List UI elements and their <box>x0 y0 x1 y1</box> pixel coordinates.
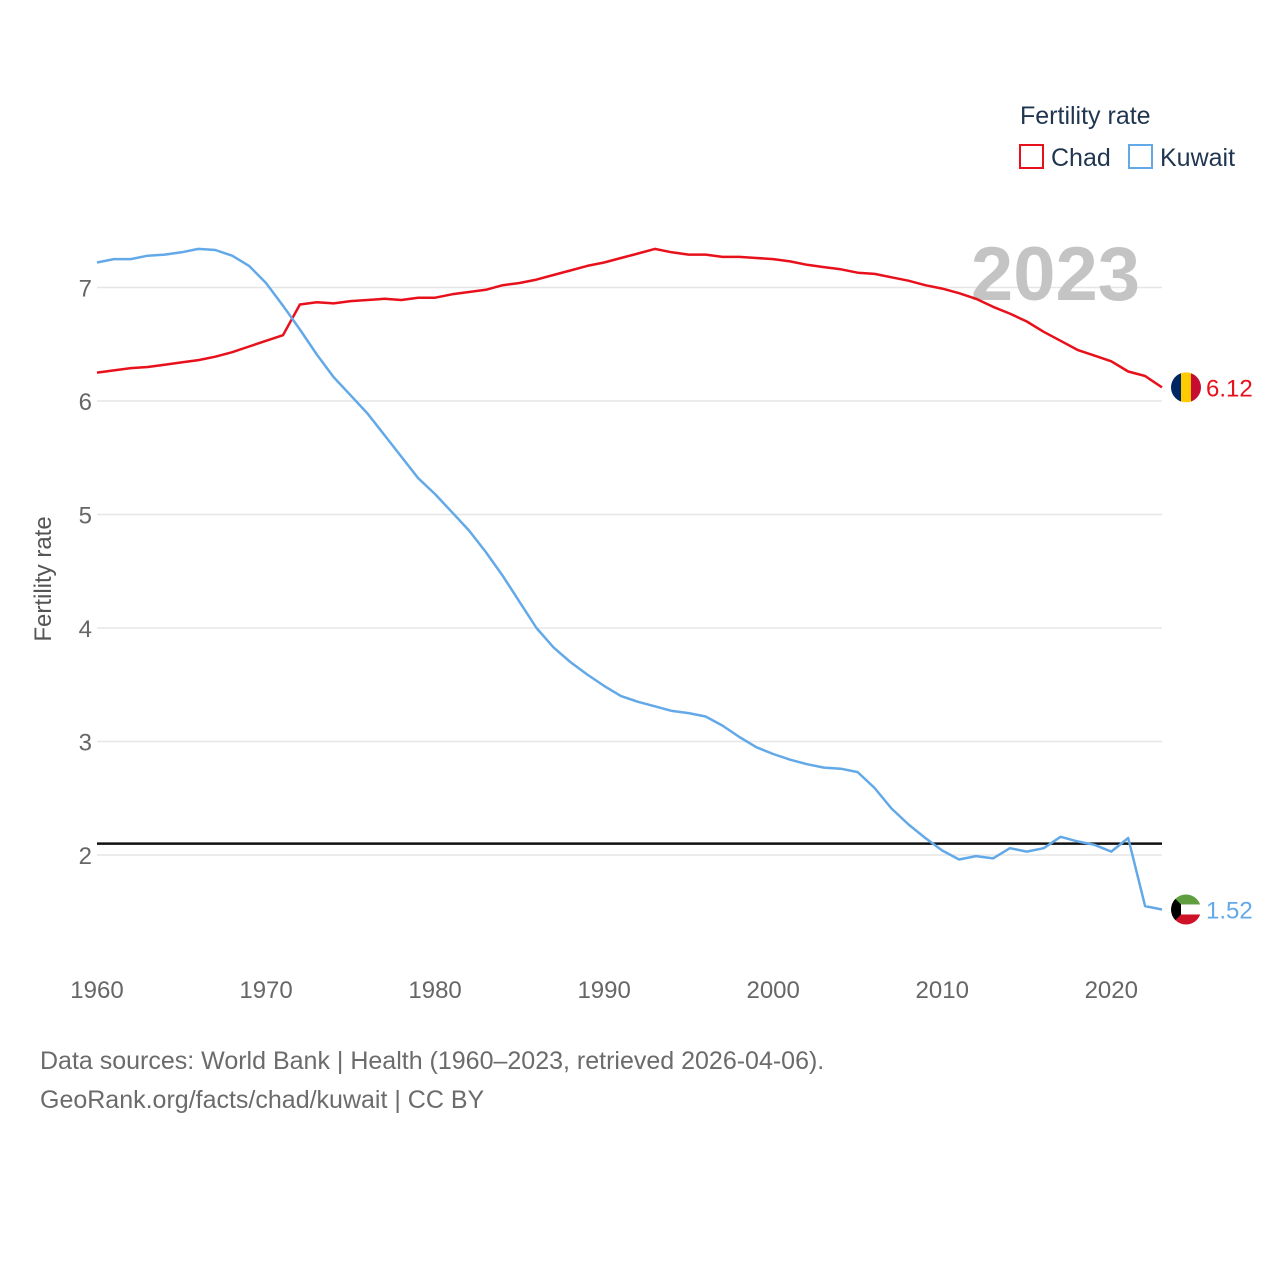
fertility-line-chart: 2 3 4 5 6 7 1960 1970 1980 1990 2000 2010 2020 2023… <box>30 102 1253 1004</box>
series-line-chad <box>96 247 1163 389</box>
year-label: 2023 <box>971 232 1140 317</box>
x-tick-label: 2000 <box>746 977 799 1004</box>
footer: Data sources: World Bank | Health (1960–… <box>40 1042 824 1120</box>
legend-label-chad: Chad <box>1051 144 1111 172</box>
attribution-link[interactable]: GeoRank.org/facts/chad/kuwait | CC BY <box>40 1086 485 1114</box>
x-axis-ticks: 1960 1970 1980 1990 2000 2010 2020 <box>70 977 1138 1004</box>
y-tick-label: 3 <box>79 730 92 757</box>
x-tick-label: 2010 <box>916 977 969 1004</box>
end-value-label-kuwait: 1.52 <box>1206 897 1253 924</box>
x-tick-label: 1970 <box>239 977 292 1004</box>
data-source-note: Data sources: World Bank | Health (1960–… <box>40 1047 825 1075</box>
y-tick-label: 5 <box>79 503 92 530</box>
flag-icon-kuwait <box>1171 894 1201 925</box>
series-line-kuwait <box>96 247 1163 911</box>
series-lines <box>96 247 1163 911</box>
y-tick-label: 4 <box>79 616 92 643</box>
flag-icon-chad <box>1171 372 1201 403</box>
y-axis-ticks: 2 3 4 5 6 7 <box>79 276 92 871</box>
legend: Fertility rate Chad Kuwait <box>1019 102 1235 172</box>
legend-item-chad[interactable]: Chad <box>1019 144 1111 172</box>
y-axis-title: Fertility rate <box>30 516 57 641</box>
legend-title: Fertility rate <box>1020 102 1151 130</box>
y-tick-label: 6 <box>79 389 92 416</box>
y-tick-label: 7 <box>79 276 92 303</box>
legend-swatch-kuwait <box>1128 144 1153 169</box>
series-end-markers: 6.12 1.52 <box>1171 372 1253 925</box>
end-value-label-chad: 6.12 <box>1206 375 1253 402</box>
x-tick-label: 2020 <box>1085 977 1138 1004</box>
legend-swatch-chad <box>1019 144 1044 169</box>
grid-lines <box>97 286 1162 856</box>
legend-label-kuwait: Kuwait <box>1160 144 1235 172</box>
x-tick-label: 1980 <box>408 977 461 1004</box>
x-tick-label: 1960 <box>70 977 123 1004</box>
legend-item-kuwait[interactable]: Kuwait <box>1128 144 1235 172</box>
x-tick-label: 1990 <box>577 977 630 1004</box>
y-tick-label: 2 <box>79 843 92 870</box>
